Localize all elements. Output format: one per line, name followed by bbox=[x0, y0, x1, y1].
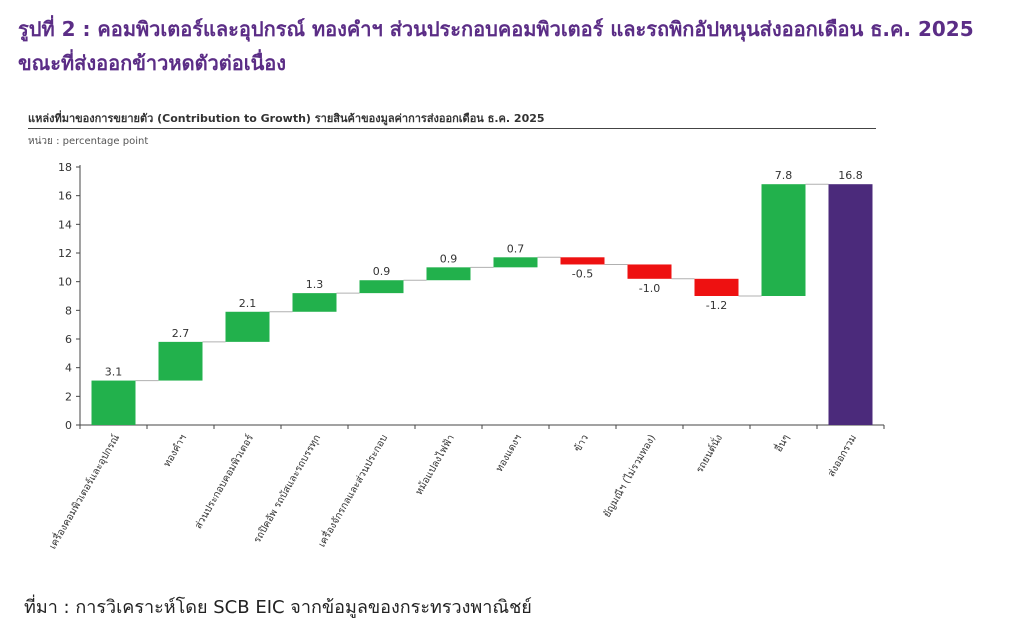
figure-title: รูปที่ 2 : คอมพิวเตอร์และอุปกรณ์ ทองคำฯ … bbox=[18, 17, 974, 75]
data-label: 7.8 bbox=[775, 169, 793, 182]
data-label: -1.0 bbox=[639, 282, 660, 295]
y-tick-label: 16 bbox=[58, 190, 72, 203]
bar bbox=[225, 311, 270, 342]
y-tick-label: 14 bbox=[58, 218, 72, 231]
y-tick-label: 0 bbox=[65, 419, 72, 432]
y-tick-label: 6 bbox=[65, 333, 72, 346]
data-label: -0.5 bbox=[572, 267, 593, 280]
data-label: 0.9 bbox=[440, 252, 458, 265]
data-label: 16.8 bbox=[838, 169, 863, 182]
x-tick-label: เครื่องจักรกลและส่วนประกอบ bbox=[314, 432, 390, 550]
data-label: 3.1 bbox=[105, 366, 123, 379]
bar bbox=[828, 184, 873, 425]
x-tick-label: ส่งออกรวม bbox=[826, 433, 859, 479]
source-note: ที่มา : การวิเคราะห์โดย SCB EIC จากข้อมู… bbox=[24, 597, 532, 618]
data-label: 1.3 bbox=[306, 278, 324, 291]
bar bbox=[627, 264, 672, 279]
x-tick-label: ส่วนประกอบคอมพิวเตอร์ bbox=[192, 432, 256, 531]
bar bbox=[359, 280, 404, 294]
x-tick-label: ทองแดงฯ bbox=[494, 433, 524, 474]
data-label: 2.1 bbox=[239, 297, 257, 310]
bar bbox=[694, 278, 739, 296]
unit-label: หน่วย : percentage point bbox=[28, 136, 149, 147]
x-tick-label: อื่นๆ bbox=[771, 432, 792, 455]
bar bbox=[560, 257, 605, 265]
data-label: 0.9 bbox=[373, 265, 391, 278]
data-label: -1.2 bbox=[706, 299, 727, 312]
x-tick-label: รถปิคอัพ รถบัสและรถบรรทุก bbox=[252, 433, 323, 545]
bar bbox=[493, 257, 538, 268]
bar bbox=[91, 380, 136, 425]
y-tick-label: 18 bbox=[58, 161, 72, 174]
data-label: 2.7 bbox=[172, 327, 190, 340]
y-tick-label: 10 bbox=[58, 276, 72, 289]
x-tick-label: หม้อแปลงไฟฟ้า bbox=[413, 433, 457, 498]
x-tick-label: ทองคำฯ bbox=[162, 433, 189, 469]
x-tick-label: รถยนต์นั่ง bbox=[692, 431, 725, 475]
bar bbox=[761, 184, 806, 296]
bar bbox=[292, 293, 337, 312]
data-label: 0.7 bbox=[507, 242, 525, 255]
y-tick-label: 8 bbox=[65, 304, 72, 317]
y-tick-label: 12 bbox=[58, 247, 72, 260]
bar bbox=[158, 341, 203, 381]
x-tick-label: ข้าว bbox=[572, 433, 591, 455]
chart-title-rule bbox=[28, 128, 876, 129]
x-tick-label: ยัญมณีฯ (ไม่รวมทอง) bbox=[601, 432, 658, 519]
bar bbox=[426, 267, 471, 281]
y-tick-label: 2 bbox=[65, 390, 72, 403]
y-tick-label: 4 bbox=[65, 362, 72, 375]
chart-title: แหล่งที่มาของการขยายตัว (Contribution to… bbox=[28, 112, 545, 125]
x-tick-label: เครื่องคอมพิวเตอร์และอุปกรณ์ bbox=[45, 432, 122, 552]
